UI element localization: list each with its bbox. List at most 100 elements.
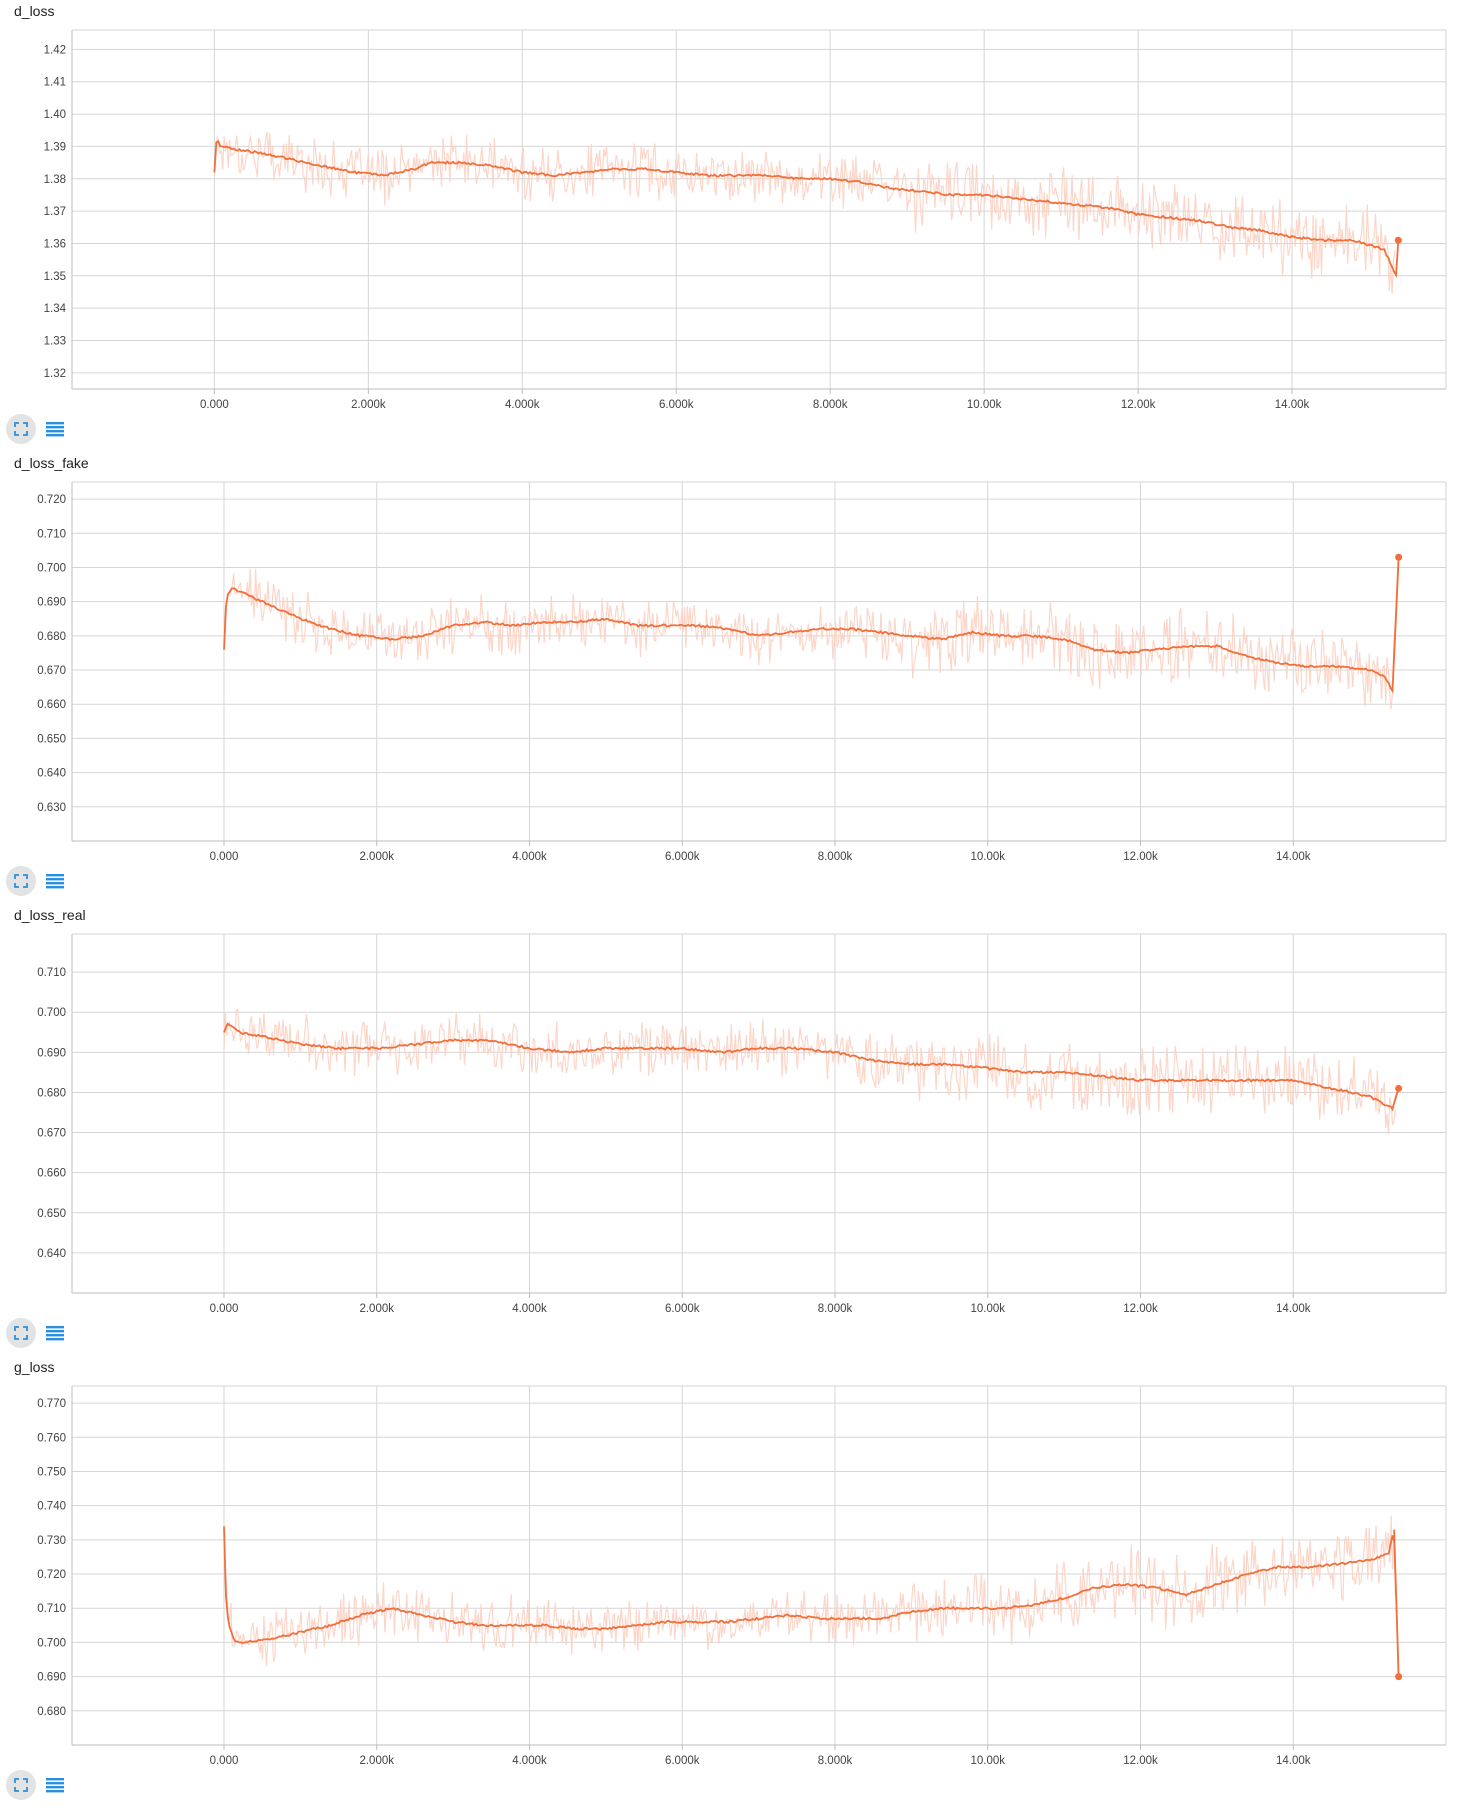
x-tick-label: 12.00k xyxy=(1121,399,1156,411)
y-tick-label: 0.700 xyxy=(37,1637,66,1649)
x-tick-label: 2.000k xyxy=(351,399,386,411)
x-tick-label: 4.000k xyxy=(512,1303,547,1315)
x-tick-label: 10.00k xyxy=(970,851,1005,863)
x-tick-label: 12.00k xyxy=(1123,1755,1158,1767)
last-point-marker xyxy=(1395,553,1403,561)
y-tick-label: 1.36 xyxy=(44,238,66,250)
x-tick-label: 12.00k xyxy=(1123,851,1158,863)
x-tick-label: 4.000k xyxy=(512,851,547,863)
smoothed-series-line xyxy=(223,557,1400,694)
y-tick-label: 1.38 xyxy=(44,174,66,186)
raw-series-line xyxy=(223,1515,1396,1667)
x-tick-label: 14.00k xyxy=(1276,1303,1311,1315)
chart-toolbar xyxy=(6,414,86,446)
y-tick-label: 0.690 xyxy=(37,1047,66,1059)
smoothed-series-line xyxy=(213,140,1400,278)
chart-title: d_loss xyxy=(14,3,55,19)
chart-title: g_loss xyxy=(14,1359,55,1375)
chart-title: d_loss_real xyxy=(14,907,86,923)
y-tick-label: 1.35 xyxy=(44,271,66,283)
expand-chart-button[interactable] xyxy=(6,866,36,896)
y-tick-label: 0.740 xyxy=(37,1501,66,1513)
raw-series-line xyxy=(213,131,1396,294)
chart-panel-g-loss: g_loss 0.680 0.690 0.700 0.710 0.720 0.730 0.7… xyxy=(0,1356,1460,1808)
expand-chart-button[interactable] xyxy=(6,1318,36,1348)
x-tick-label: 14.00k xyxy=(1276,1755,1311,1767)
show-data-button[interactable] xyxy=(40,866,70,896)
y-tick-label: 0.700 xyxy=(37,562,66,574)
x-tick-label: 14.00k xyxy=(1275,399,1310,411)
chart-panel-d-loss-fake: d_loss_fake 0.630 0.640 0.650 0.660 0.670 0.6… xyxy=(0,452,1460,904)
chart-panel-d-loss: d_loss 1.32 1.33 1.34 1.35 1.36 1.37 1.38 1.39 1… xyxy=(0,0,1460,452)
y-tick-label: 1.32 xyxy=(44,368,66,380)
y-tick-label: 0.710 xyxy=(37,528,66,540)
chart-toolbar xyxy=(6,866,86,898)
x-tick-label: 6.000k xyxy=(659,399,694,411)
y-tick-label: 1.39 xyxy=(44,141,66,153)
y-tick-label: 0.770 xyxy=(37,1398,66,1410)
last-point-marker xyxy=(1395,1084,1403,1092)
line-chart[interactable]: 0.630 0.640 0.650 0.660 0.670 0.680 0.690 0.700… xyxy=(0,452,1460,867)
y-tick-label: 0.650 xyxy=(37,733,66,745)
y-tick-label: 0.680 xyxy=(37,631,66,643)
x-tick-label: 2.000k xyxy=(359,851,394,863)
y-tick-label: 0.680 xyxy=(37,1087,66,1099)
x-tick-label: 14.00k xyxy=(1276,851,1311,863)
y-tick-label: 0.760 xyxy=(37,1432,66,1444)
y-tick-label: 1.41 xyxy=(44,77,66,89)
y-tick-label: 0.710 xyxy=(37,1603,66,1615)
x-tick-label: 8.000k xyxy=(818,1755,853,1767)
x-tick-label: 6.000k xyxy=(665,1755,700,1767)
fullscreen-icon xyxy=(14,422,28,436)
x-tick-label: 10.00k xyxy=(967,399,1002,411)
chart-toolbar xyxy=(6,1770,86,1802)
fullscreen-icon xyxy=(14,1326,28,1340)
chart-panel-d-loss-real: d_loss_real 0.640 0.650 0.660 0.670 0.680 0.6… xyxy=(0,904,1460,1356)
x-tick-label: 6.000k xyxy=(665,851,700,863)
expand-chart-button[interactable] xyxy=(6,1770,36,1800)
list-icon xyxy=(46,1778,64,1793)
y-tick-label: 1.33 xyxy=(44,335,66,347)
y-tick-label: 0.720 xyxy=(37,1569,66,1581)
x-tick-label: 6.000k xyxy=(665,1303,700,1315)
y-tick-label: 0.750 xyxy=(37,1466,66,1478)
x-tick-label: 0.000 xyxy=(210,851,239,863)
y-tick-label: 0.670 xyxy=(37,1128,66,1140)
x-tick-label: 4.000k xyxy=(512,1755,547,1767)
list-icon xyxy=(46,874,64,889)
y-tick-label: 0.710 xyxy=(37,967,66,979)
y-tick-label: 0.670 xyxy=(37,665,66,677)
y-tick-label: 0.650 xyxy=(37,1208,66,1220)
x-tick-label: 12.00k xyxy=(1123,1303,1158,1315)
list-icon xyxy=(46,422,64,437)
y-tick-label: 0.730 xyxy=(37,1535,66,1547)
y-tick-label: 0.660 xyxy=(37,1168,66,1180)
expand-chart-button[interactable] xyxy=(6,414,36,444)
x-tick-label: 0.000 xyxy=(200,399,229,411)
y-tick-label: 1.40 xyxy=(44,109,66,121)
x-tick-label: 8.000k xyxy=(818,851,853,863)
show-data-button[interactable] xyxy=(40,1318,70,1348)
raw-series-line xyxy=(223,1008,1396,1135)
x-tick-label: 0.000 xyxy=(210,1755,239,1767)
show-data-button[interactable] xyxy=(40,414,70,444)
show-data-button[interactable] xyxy=(40,1770,70,1800)
line-chart[interactable]: 0.640 0.650 0.660 0.670 0.680 0.690 0.700 0.710… xyxy=(0,904,1460,1319)
chart-toolbar xyxy=(6,1318,86,1350)
y-tick-label: 1.37 xyxy=(44,206,66,218)
line-chart[interactable]: 1.32 1.33 1.34 1.35 1.36 1.37 1.38 1.39 1.40 1.41… xyxy=(0,0,1460,415)
x-tick-label: 8.000k xyxy=(813,399,848,411)
y-tick-label: 0.720 xyxy=(37,494,66,506)
x-tick-label: 0.000 xyxy=(210,1303,239,1315)
last-point-marker xyxy=(1394,236,1402,244)
line-chart[interactable]: 0.680 0.690 0.700 0.710 0.720 0.730 0.740 0.750… xyxy=(0,1356,1460,1771)
smoothed-series-line xyxy=(223,1022,1400,1112)
fullscreen-icon xyxy=(14,1778,28,1792)
x-tick-label: 4.000k xyxy=(505,399,540,411)
y-tick-label: 1.34 xyxy=(44,303,67,315)
y-tick-label: 0.660 xyxy=(37,699,66,711)
y-tick-label: 0.690 xyxy=(37,1672,66,1684)
y-tick-label: 0.690 xyxy=(37,597,66,609)
y-tick-label: 0.640 xyxy=(37,768,66,780)
x-tick-label: 2.000k xyxy=(359,1755,394,1767)
